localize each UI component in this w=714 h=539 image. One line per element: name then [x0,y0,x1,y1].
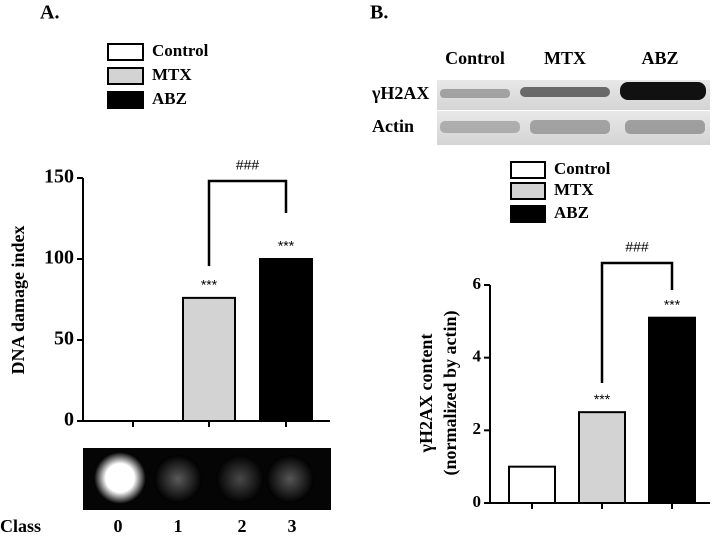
bar [648,316,696,505]
y-tick-label: 6 [473,274,482,293]
legend-swatch [510,182,546,200]
blot-row-label: γH2AX [371,83,429,103]
significance-label: *** [664,296,681,312]
legend-label: ABZ [554,203,589,222]
legend-label: Control [554,159,611,178]
y-tick-label: 0 [64,409,74,431]
comparison-bracket [207,179,288,266]
legend-swatch [107,43,144,61]
legend-label: MTX [152,65,192,84]
class-value: 2 [238,516,247,536]
legend-swatch [510,205,546,223]
significance-label: *** [278,238,295,254]
y-tick-label: 0 [473,492,482,511]
blot-band [620,82,706,100]
legend-label: Control [152,41,209,60]
comparison-label: ### [236,157,260,173]
comparison-label: ### [625,239,649,255]
legend-swatch [510,161,546,179]
y-tick-label: 2 [473,419,482,438]
y-tick-label: 4 [473,347,482,366]
legend-label: MTX [554,180,594,199]
gel-spot [216,455,264,503]
y-tick-label: 150 [44,166,74,188]
blot-lane-label: MTX [544,48,586,68]
panel-label: A. [40,2,59,24]
y-axis-label: DNA damage index [8,225,28,374]
class-label: Class [0,516,41,536]
legend-swatch [107,67,144,85]
y-axis-label: γH2AX content [416,334,436,454]
bar [182,296,236,423]
gel-spot [154,455,202,503]
class-value: 1 [174,516,183,536]
legend-swatch [107,91,144,109]
blot-lane-label: ABZ [641,48,678,68]
comparison-bracket [600,261,674,383]
blot-lane-label: Control [445,48,505,68]
y-tick-label: 50 [54,328,74,350]
legend-label: ABZ [152,89,187,108]
significance-label: *** [594,391,611,407]
bar [259,258,313,422]
class-value: 0 [114,516,123,536]
blot-band [440,121,520,133]
gel-spot [266,455,314,503]
blot-band [440,89,510,98]
blot-band [520,87,610,97]
bar [578,411,626,504]
blot-band [625,120,705,134]
y-tick-label: 100 [44,247,74,269]
bar [508,465,556,504]
significance-label: *** [201,277,218,293]
class-value: 3 [288,516,297,536]
gel-spot [94,452,146,504]
panel-label: B. [370,2,388,24]
blot-band [530,120,610,134]
y-axis-label: (normalized by actin) [440,311,461,476]
blot-row-label: Actin [372,116,414,136]
